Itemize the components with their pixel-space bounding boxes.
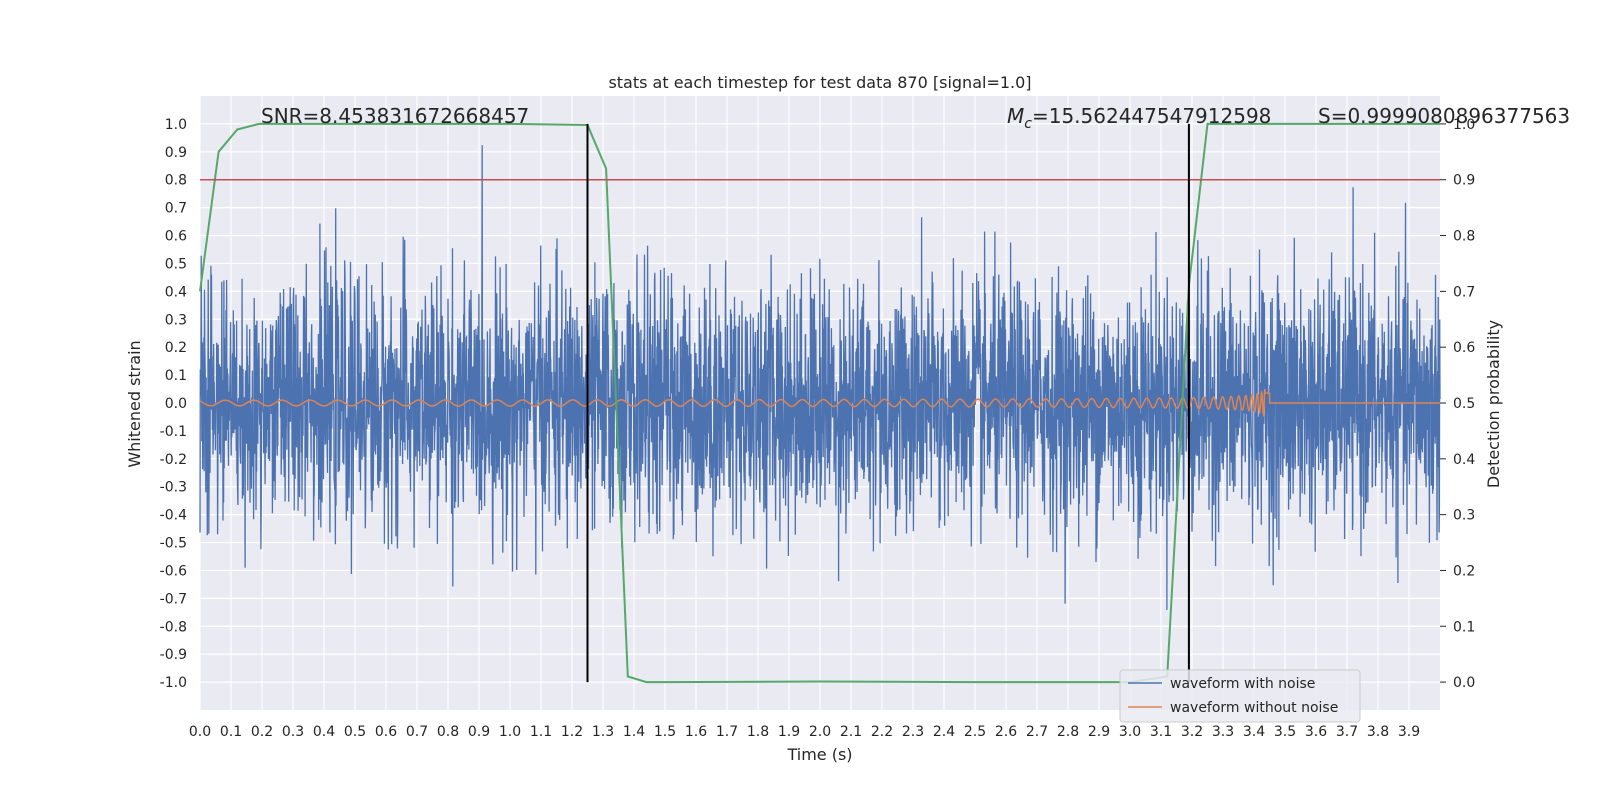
- x-tick-label: 1.5: [654, 724, 676, 740]
- y-tick-label: 0.7: [165, 201, 187, 217]
- x-tick-label: 1.1: [530, 724, 552, 740]
- y-tick-label: 0.4: [165, 284, 187, 300]
- x-tick-label: 1.6: [685, 724, 707, 740]
- y-tick-label: -0.9: [160, 647, 187, 663]
- x-tick-label: 0.0: [189, 724, 211, 740]
- line-detection-probability: [199, 122, 1440, 684]
- chart-title: stats at each timestep for test data 870…: [608, 73, 1031, 92]
- x-tick-label: 1.9: [778, 724, 800, 740]
- mc-value: =15.562447547912598: [1032, 104, 1271, 128]
- y-tick-label: -0.6: [160, 563, 187, 579]
- y-tick-label: 0.5: [165, 256, 187, 272]
- x-tick-label: 3.7: [1336, 724, 1358, 740]
- y-tick-label: 0.9: [165, 145, 187, 161]
- x-tick-label: 3.2: [1181, 724, 1203, 740]
- x-tick-label: 0.9: [468, 724, 490, 740]
- y-tick-label: 1.0: [165, 117, 187, 133]
- line-waveform-without-noise: [199, 388, 1440, 418]
- x-tick-label: 3.5: [1274, 724, 1296, 740]
- y2-tick-label: 0.6: [1453, 340, 1475, 356]
- x-tick-label: 2.9: [1088, 724, 1110, 740]
- y-tick-label: 0.2: [165, 340, 187, 356]
- y-tick-label: -0.3: [160, 480, 187, 496]
- x-tick-label: 3.6: [1305, 724, 1327, 740]
- x-tick-label: 3.4: [1243, 724, 1265, 740]
- x-tick-label: 0.4: [313, 724, 335, 740]
- mc-annotation: Mc=15.562447547912598: [1007, 104, 1271, 132]
- line-waveform-with-noise: [199, 145, 1441, 610]
- y-tick-label: 0.1: [165, 368, 187, 384]
- y-tick-label: 0.6: [165, 229, 187, 245]
- x-tick-label: 2.6: [995, 724, 1017, 740]
- x-tick-label: 0.7: [406, 724, 428, 740]
- y2-tick-label: 0.5: [1453, 396, 1475, 412]
- x-tick-label: 0.3: [282, 724, 304, 740]
- mc-symbol: M: [1007, 104, 1024, 128]
- s-annotation: S=0.9999080896377563: [1318, 104, 1570, 128]
- x-tick-label: 1.3: [592, 724, 614, 740]
- y-tick-label: -0.7: [160, 591, 187, 607]
- x-tick-label: 1.7: [716, 724, 738, 740]
- legend-label-clean: waveform without noise: [1170, 700, 1338, 716]
- x-tick-label: 0.1: [220, 724, 242, 740]
- series-detection-probability: [199, 122, 1440, 684]
- series-waveform-without-noise: [199, 388, 1440, 418]
- legend-box: [1119, 669, 1361, 723]
- x-tick-label: 2.7: [1026, 724, 1048, 740]
- legend-label-noise: waveform with noise: [1170, 676, 1315, 692]
- y-tick-label: -0.5: [160, 536, 187, 552]
- y-tick-label: -0.8: [160, 619, 187, 635]
- x-tick-label: 2.4: [933, 724, 955, 740]
- x-axis-ticks: 0.0 0.1 0.2 0.3 0.4 0.5 0.6 0.7 0.8 0.9 1.0 1.1 1.2 1…: [189, 724, 1420, 740]
- legend: waveform with noise waveform without noi…: [1119, 669, 1361, 723]
- y2-tick-label: 0.3: [1453, 508, 1475, 524]
- y2-tick-label: 0.1: [1453, 619, 1475, 635]
- x-tick-label: 0.6: [375, 724, 397, 740]
- y-axis-label: Whitened strain: [125, 340, 144, 467]
- y-tick-label: 0.8: [165, 173, 187, 189]
- y2-tick-label: 0.4: [1453, 452, 1475, 468]
- x-tick-label: 3.0: [1119, 724, 1141, 740]
- x-tick-label: 2.2: [871, 724, 893, 740]
- y-tick-label: 0.3: [165, 312, 187, 328]
- y-tick-label: -0.1: [160, 424, 187, 440]
- x-tick-label: 2.0: [809, 724, 831, 740]
- x-tick-label: 0.2: [251, 724, 273, 740]
- x-tick-label: 1.2: [561, 724, 583, 740]
- y-tick-label: -0.2: [160, 452, 187, 468]
- x-tick-label: 0.8: [437, 724, 459, 740]
- x-tick-label: 3.1: [1150, 724, 1172, 740]
- x-tick-label: 1.4: [623, 724, 645, 740]
- y2-tick-label: 0.7: [1453, 284, 1475, 300]
- x-tick-label: 3.3: [1212, 724, 1234, 740]
- y-axis-ticks: 1.0 0.9 0.8 0.7 0.6 0.5 0.4 0.3 0.2 0.1 0.0 -0.1 -0.…: [160, 117, 187, 691]
- y-tick-label: -0.4: [160, 508, 187, 524]
- y2-tick-label: 0.0: [1453, 675, 1475, 691]
- snr-annotation: SNR=8.453831672668457: [261, 104, 529, 128]
- x-tick-label: 3.9: [1398, 724, 1420, 740]
- x-axis-label: Time (s): [786, 745, 852, 764]
- x-tick-label: 3.8: [1367, 724, 1389, 740]
- x-tick-label: 1.8: [747, 724, 769, 740]
- x-tick-label: 2.5: [964, 724, 986, 740]
- x-tick-label: 2.3: [902, 724, 924, 740]
- overlays: [200, 123, 1440, 683]
- y2-axis-ticks: 1.0 0.9 0.8 0.7 0.6 0.5 0.4 0.3 0.2 0.1 0.0: [1440, 117, 1475, 691]
- series-waveform-with-noise: [199, 145, 1441, 610]
- x-tick-label: 2.8: [1057, 724, 1079, 740]
- y-tick-label: -1.0: [160, 675, 187, 691]
- x-tick-label: 0.5: [344, 724, 366, 740]
- y-tick-label: 0.0: [165, 396, 187, 412]
- mc-subscript: c: [1024, 116, 1032, 132]
- x-tick-label: 1.0: [499, 724, 521, 740]
- y2-tick-label: 0.2: [1453, 563, 1475, 579]
- y2-axis-label: Detection probability: [1484, 320, 1503, 488]
- y2-tick-label: 0.9: [1453, 173, 1475, 189]
- x-tick-label: 2.1: [840, 724, 862, 740]
- y2-tick-label: 0.8: [1453, 229, 1475, 245]
- y2-tick-label: 1.0: [1453, 117, 1475, 133]
